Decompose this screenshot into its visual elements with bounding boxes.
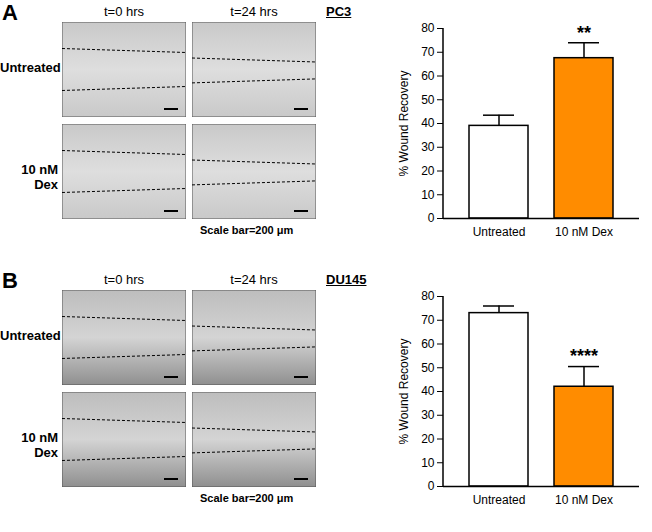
svg-text:10: 10 xyxy=(421,456,435,470)
svg-text:60: 60 xyxy=(421,337,435,351)
html-text:Untreated: Untreated xyxy=(0,60,61,75)
svg-text:Untreated: Untreated xyxy=(473,493,526,507)
svg-text:20: 20 xyxy=(421,432,435,446)
svg-text:Untreated: Untreated xyxy=(473,225,526,239)
svg-text:20: 20 xyxy=(421,164,435,178)
svg-text:40: 40 xyxy=(421,384,435,398)
svg-text:50: 50 xyxy=(421,361,435,375)
svg-text:30: 30 xyxy=(421,408,435,422)
svg-text:50: 50 xyxy=(421,93,435,107)
html-text:Untreated: Untreated xyxy=(0,328,61,343)
html-text:DU145: DU145 xyxy=(326,272,367,287)
html-text:10 nM Dex: 10 nM Dex xyxy=(21,162,58,192)
svg-text:30: 30 xyxy=(421,140,435,154)
svg-text:0: 0 xyxy=(428,211,435,225)
svg-text:10 nM Dex: 10 nM Dex xyxy=(555,493,613,507)
html-text:t=0 hrs: t=0 hrs xyxy=(103,272,144,287)
svg-text:80: 80 xyxy=(421,289,435,303)
svg-text:70: 70 xyxy=(421,45,435,59)
svg-text:10: 10 xyxy=(421,188,435,202)
svg-text:60: 60 xyxy=(421,69,435,83)
svg-text:70: 70 xyxy=(421,313,435,327)
html-text:Scale bar=200 μm: Scale bar=200 μm xyxy=(200,224,294,236)
html-text:t=24 hrs: t=24 hrs xyxy=(230,272,278,287)
svg-text:40: 40 xyxy=(421,116,435,130)
svg-text:% Wound Recovery: % Wound Recovery xyxy=(397,339,411,445)
html-text:t=0 hrs: t=0 hrs xyxy=(103,4,144,19)
svg-text:% Wound Recovery: % Wound Recovery xyxy=(397,71,411,177)
html-text:Scale bar=200 μm: Scale bar=200 μm xyxy=(200,492,294,504)
html-text:A: A xyxy=(2,0,18,25)
svg-text:**: ** xyxy=(577,23,591,43)
svg-text:****: **** xyxy=(570,346,598,366)
svg-text:10 nM Dex: 10 nM Dex xyxy=(555,225,613,239)
html-text:10 nM Dex: 10 nM Dex xyxy=(21,430,58,460)
html-text:B: B xyxy=(2,268,18,293)
html-text:t=24 hrs: t=24 hrs xyxy=(230,4,278,19)
html-text:PC3: PC3 xyxy=(326,4,352,19)
svg-text:80: 80 xyxy=(421,21,435,35)
svg-text:0: 0 xyxy=(428,479,435,493)
